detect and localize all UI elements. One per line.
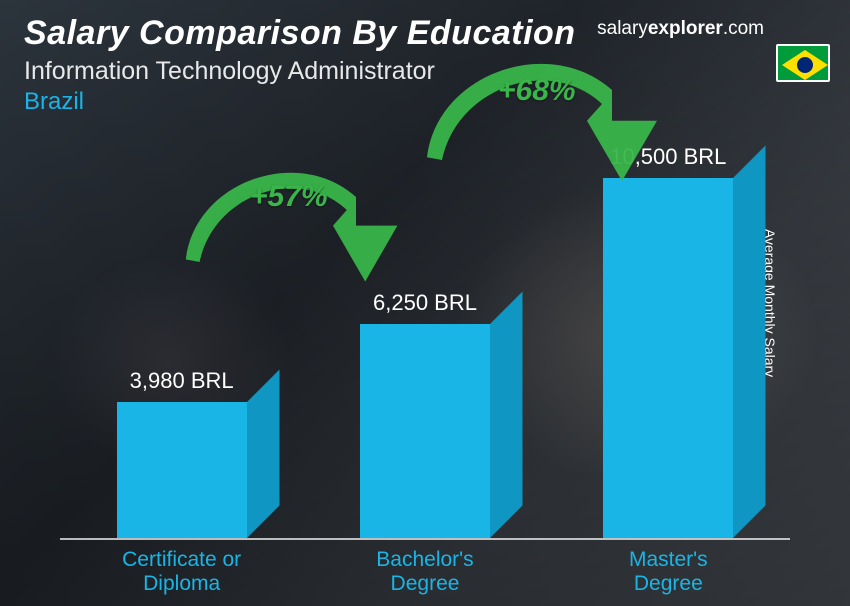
bar-value-label: 3,980 BRL [130,368,234,394]
chart-subtitle: Information Technology Administrator [24,57,826,86]
bar-chart: 3,980 BRL 6,250 BRL 10,500 BRL [60,140,790,540]
bar: 10,500 BRL [547,144,790,538]
bar: 3,980 BRL [60,368,303,538]
brazil-flag-icon [776,44,830,82]
bar-value-label: 6,250 BRL [373,290,477,316]
category-label: Bachelor'sDegree [303,548,546,596]
bar-value-label: 10,500 BRL [610,144,726,170]
category-labels: Certificate orDiplomaBachelor'sDegreeMas… [60,548,790,596]
brand-label: salaryexplorer.com [597,18,764,40]
category-label: Certificate orDiploma [60,548,303,596]
bar: 6,250 BRL [303,290,546,538]
category-label: Master'sDegree [547,548,790,596]
country-label: Brazil [24,88,826,116]
x-axis-line [60,538,790,540]
